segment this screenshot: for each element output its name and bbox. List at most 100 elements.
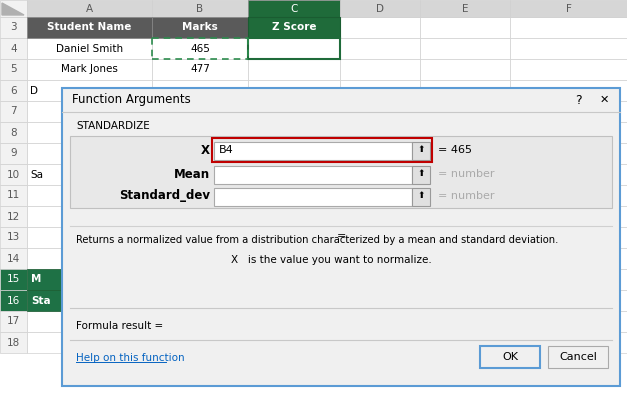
Text: Marks: Marks [182, 22, 218, 33]
Bar [248, 59, 340, 80]
Bar [510, 290, 627, 311]
Text: 6: 6 [10, 86, 17, 95]
Bar [248, 269, 340, 290]
Bar [214, 166, 412, 184]
Bar [27, 269, 152, 290]
Text: D: D [376, 4, 384, 13]
Bar [420, 80, 510, 101]
Text: 3: 3 [10, 22, 17, 33]
Bar [412, 142, 430, 160]
Bar [62, 88, 620, 386]
Bar [420, 38, 510, 59]
Bar [510, 80, 627, 101]
Bar [27, 17, 152, 38]
Bar [152, 185, 248, 206]
Text: Cancel: Cancel [559, 352, 597, 362]
Text: Help on this function: Help on this function [76, 353, 184, 363]
Bar [248, 122, 340, 143]
Bar [27, 0, 152, 17]
Bar [0, 269, 27, 290]
Bar [0, 248, 27, 269]
Text: OK: OK [502, 352, 518, 362]
Bar [0, 332, 27, 353]
Bar [420, 17, 510, 38]
Bar [420, 164, 510, 185]
Text: = number: = number [438, 169, 495, 179]
Bar [248, 101, 340, 122]
Bar [27, 185, 152, 206]
Text: Mean: Mean [174, 167, 210, 180]
Text: 15: 15 [7, 274, 20, 285]
Text: 8: 8 [10, 127, 17, 138]
Bar [340, 269, 420, 290]
Bar [0, 59, 27, 80]
Bar [340, 164, 420, 185]
Bar [340, 143, 420, 164]
Bar [27, 101, 152, 122]
Bar [420, 143, 510, 164]
Bar [27, 332, 152, 353]
Bar [152, 311, 248, 332]
Text: 477: 477 [190, 64, 210, 75]
Text: 12: 12 [7, 211, 20, 222]
Text: Sa: Sa [30, 169, 43, 180]
Bar [27, 143, 152, 164]
Bar [340, 80, 420, 101]
Bar [340, 206, 420, 227]
Bar [248, 332, 340, 353]
Bar [340, 0, 420, 17]
Text: M: M [31, 274, 41, 285]
Bar [248, 185, 340, 206]
Bar [152, 269, 248, 290]
Bar [248, 143, 340, 164]
Text: A: A [86, 4, 93, 13]
Bar [0, 101, 27, 122]
Bar [212, 138, 432, 162]
Bar [152, 248, 248, 269]
Text: ?: ? [575, 94, 581, 107]
Text: DIZE(B4): DIZE(B4) [252, 44, 298, 53]
Bar [248, 248, 340, 269]
Bar [340, 227, 420, 248]
Bar [0, 17, 27, 38]
Text: 13: 13 [7, 233, 20, 242]
Bar [510, 332, 627, 353]
Bar [510, 227, 627, 248]
Bar [420, 269, 510, 290]
Bar [420, 59, 510, 80]
Bar [152, 332, 248, 353]
Bar [420, 101, 510, 122]
Text: E: E [461, 4, 468, 13]
Bar [420, 248, 510, 269]
Bar [340, 332, 420, 353]
Bar [248, 227, 340, 248]
Text: 14: 14 [7, 253, 20, 263]
Text: Standard_dev: Standard_dev [119, 189, 210, 202]
Bar [0, 206, 27, 227]
Bar [420, 122, 510, 143]
Bar [420, 311, 510, 332]
Text: 18: 18 [7, 338, 20, 347]
Bar [27, 122, 152, 143]
Bar [152, 59, 248, 80]
Bar [248, 17, 340, 38]
Bar [27, 80, 152, 101]
Bar [0, 80, 27, 101]
Text: = number: = number [438, 191, 495, 201]
Bar [510, 59, 627, 80]
Bar [152, 101, 248, 122]
Bar [0, 122, 27, 143]
Bar [27, 269, 152, 290]
Bar [152, 17, 248, 38]
Text: 465: 465 [190, 44, 210, 53]
Text: F: F [566, 4, 571, 13]
Bar [214, 188, 412, 206]
Bar [248, 80, 340, 101]
Bar [420, 206, 510, 227]
Bar [420, 290, 510, 311]
Text: STANDARDIZE: STANDARDIZE [76, 121, 150, 131]
Bar [340, 38, 420, 59]
Text: Function Arguments: Function Arguments [72, 94, 191, 107]
Bar [510, 164, 627, 185]
Bar [27, 227, 152, 248]
